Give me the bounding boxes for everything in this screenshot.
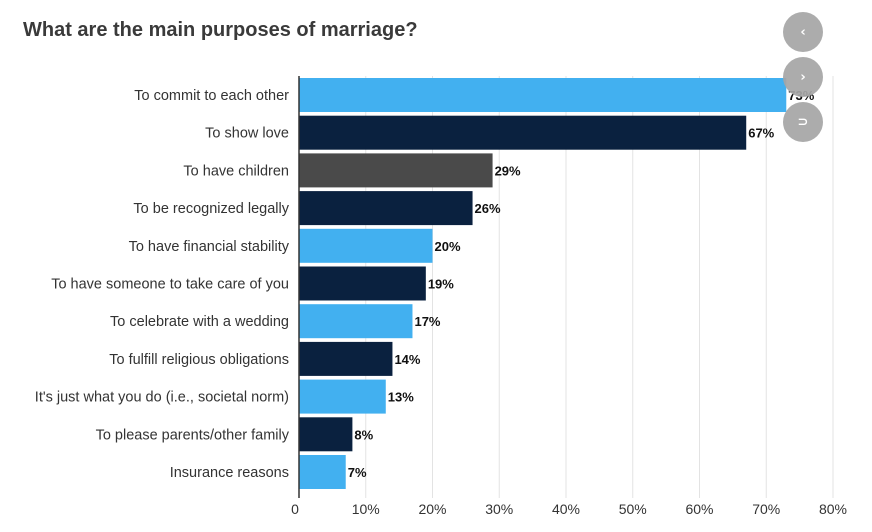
value-label: 17%: [414, 314, 440, 329]
category-label: To show love: [205, 126, 289, 142]
category-label: To commit to each other: [134, 88, 289, 104]
x-tick-label: 70%: [752, 501, 780, 517]
bar: [299, 341, 393, 376]
bar: [299, 379, 386, 414]
category-label: It's just what you do (i.e., societal no…: [35, 390, 289, 406]
bar: [299, 115, 747, 150]
bar: [299, 304, 413, 339]
next-chart-button[interactable]: ›: [783, 57, 823, 97]
category-label: To celebrate with a wedding: [110, 314, 289, 330]
bar: [299, 153, 493, 188]
value-label: 13%: [388, 390, 414, 405]
x-tick-label: 50%: [619, 501, 647, 517]
x-tick-label: 40%: [552, 501, 580, 517]
bar: [299, 455, 346, 489]
x-tick-label: 0: [291, 501, 299, 517]
bar: [299, 417, 353, 452]
category-label: To please parents/other family: [96, 427, 290, 443]
value-label: 26%: [475, 201, 501, 216]
collapse-button[interactable]: ⊃: [783, 102, 823, 142]
value-label: 14%: [394, 352, 420, 367]
value-label: 19%: [428, 277, 454, 292]
bar: [299, 191, 473, 226]
category-label: To be recognized legally: [133, 201, 289, 217]
category-labels: To commit to each other To show love To ha…: [35, 88, 290, 481]
collapse-icon: ⊃: [797, 114, 809, 130]
bar: [299, 228, 433, 263]
bars: [299, 78, 787, 489]
value-labels: 73%67%29%26%20%19%17%14%13%8%7%: [348, 88, 815, 480]
x-tick-label: 20%: [418, 501, 446, 517]
x-axis-ticks: 0 10% 20% 30% 40% 50% 60% 70% 80%: [291, 501, 847, 517]
value-label: 67%: [748, 126, 774, 141]
x-tick-label: 30%: [485, 501, 513, 517]
x-tick-label: 10%: [352, 501, 380, 517]
chevron-left-icon: ‹: [800, 24, 806, 40]
value-label: 7%: [348, 465, 367, 480]
bar: [299, 266, 426, 301]
x-tick-label: 60%: [685, 501, 713, 517]
value-label: 29%: [495, 163, 521, 178]
category-label: To have someone to take care of you: [51, 277, 289, 293]
chevron-right-icon: ›: [800, 69, 806, 85]
category-label: To fulfill religious obligations: [109, 352, 289, 368]
bar: [299, 78, 787, 112]
category-label: To have financial stability: [129, 239, 290, 255]
category-label: Insurance reasons: [170, 465, 289, 481]
chart-title: What are the main purposes of marriage?: [23, 19, 418, 41]
prev-chart-button[interactable]: ‹: [783, 12, 823, 52]
value-label: 20%: [435, 239, 461, 254]
category-label: To have children: [183, 163, 289, 179]
x-tick-label: 80%: [819, 501, 847, 517]
value-label: 8%: [354, 427, 373, 442]
